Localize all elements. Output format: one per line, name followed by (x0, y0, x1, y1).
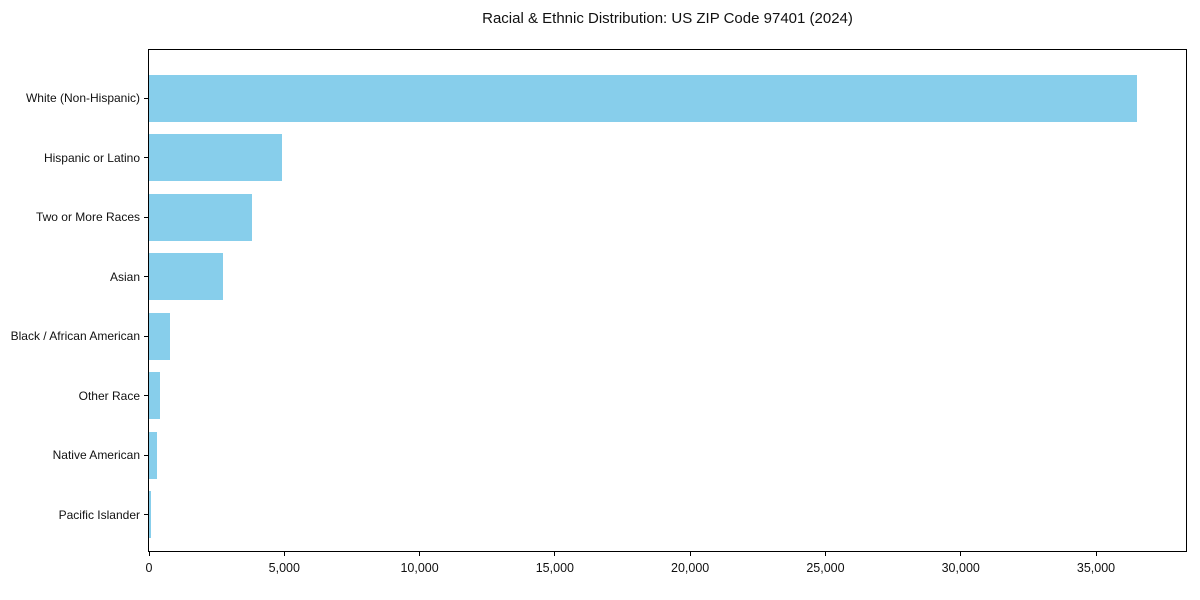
x-tick-mark (419, 552, 421, 556)
bar-black-african-american (149, 312, 171, 360)
x-tick-label-5000: 5,000 (268, 561, 300, 575)
bar-other-race (149, 372, 161, 419)
y-tick-label-hispanic-or-latino: Hispanic or Latino (43, 150, 140, 165)
y-tick-label-asian: Asian (109, 269, 140, 284)
bar-white-non-hispanic (149, 74, 1137, 122)
x-tick-label-25000: 25,000 (806, 561, 845, 575)
y-tick-label-black-african-american: Black / African American (10, 329, 140, 343)
bar-native-american (149, 431, 157, 479)
x-tick-label-0: 0 (145, 561, 153, 575)
y-tick-mark (144, 335, 148, 337)
y-tick-label-two-or-more-races: Two or More Races (35, 210, 140, 224)
x-tick-mark (960, 552, 962, 556)
bar-two-or-more-races (149, 193, 252, 241)
x-tick-label-20000: 20,000 (671, 561, 710, 575)
x-tick-mark (148, 552, 150, 556)
y-tick-mark (144, 454, 148, 456)
x-tick-mark (689, 552, 691, 556)
x-tick-label-10000: 10,000 (400, 561, 439, 575)
y-tick-mark (144, 97, 148, 99)
bar-pacific-islander (149, 491, 152, 538)
x-tick-label-15000: 15,000 (535, 561, 574, 575)
x-tick-mark (554, 552, 556, 556)
x-tick-mark (283, 552, 285, 556)
y-tick-mark (144, 514, 148, 515)
plot-area: White (Non-Hispanic) Hispanic or Latino Tw… (11, 49, 1187, 575)
y-tick-label-pacific-islander: Pacific Islander (58, 507, 140, 522)
chart-title: Racial & Ethnic Distribution: US ZIP Cod… (482, 10, 853, 27)
x-tick-label-35000: 35,000 (1076, 561, 1116, 575)
y-tick-label-other-race: Other Race (78, 388, 140, 403)
bar-hispanic-or-latino (149, 134, 282, 181)
x-tick-mark (824, 552, 826, 556)
x-tick-label-30000: 30,000 (941, 561, 980, 575)
bar-asian (149, 253, 224, 300)
y-tick-label-native-american: Native American (52, 448, 140, 462)
y-tick-label-white-non-hispanic: White (Non-Hispanic) (25, 91, 140, 105)
y-tick-mark (144, 216, 148, 218)
y-tick-mark (144, 276, 148, 277)
y-tick-mark (144, 395, 148, 396)
x-tick-mark (1095, 552, 1097, 556)
y-tick-mark (144, 157, 148, 158)
